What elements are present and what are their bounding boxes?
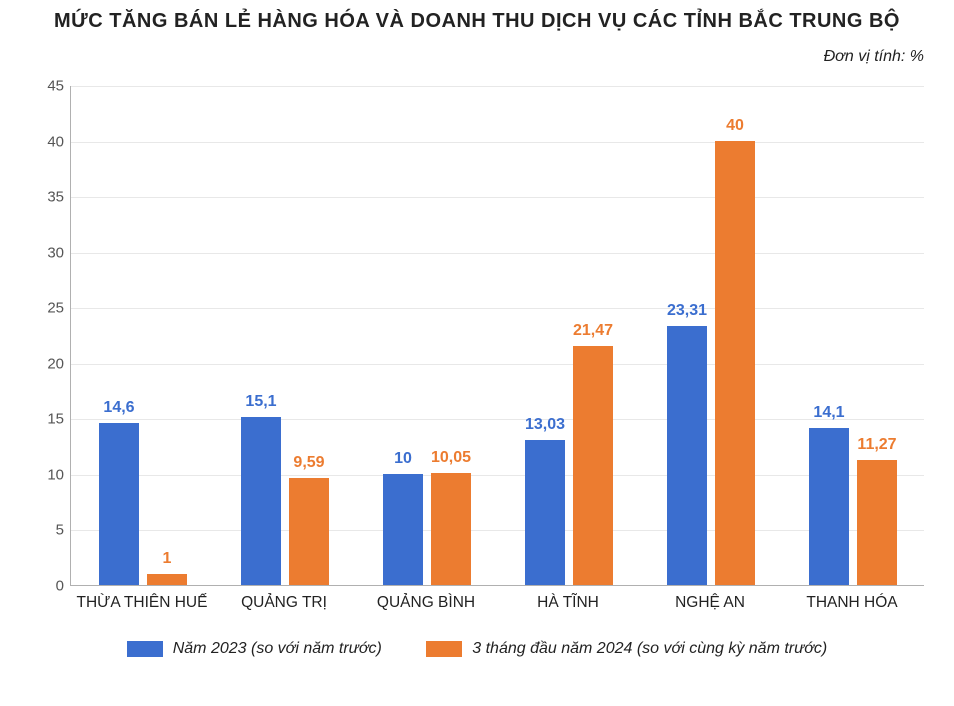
bar — [715, 141, 755, 585]
bar-value-label: 14,1 — [789, 404, 869, 422]
bar — [525, 440, 565, 585]
grid-line — [71, 475, 924, 476]
grid-line — [71, 142, 924, 143]
bar — [573, 346, 613, 585]
ytick-label: 25 — [24, 300, 64, 317]
bar-value-label: 40 — [695, 117, 775, 135]
bar-value-label: 21,47 — [553, 322, 633, 340]
bar — [289, 478, 329, 585]
legend-item-0: Năm 2023 (so với năm trước) — [127, 640, 382, 658]
chart-plot-area: 14,6115,19,591010,0513,0321,4723,314014,… — [70, 86, 924, 586]
bar — [147, 574, 187, 585]
bar-value-label: 15,1 — [221, 393, 301, 411]
bar — [857, 460, 897, 585]
ytick-label: 0 — [24, 578, 64, 595]
legend-swatch-0 — [127, 641, 163, 657]
legend-swatch-1 — [426, 641, 462, 657]
bar-value-label: 1 — [127, 550, 207, 568]
legend-label-0: Năm 2023 (so với năm trước) — [173, 640, 382, 658]
bar — [241, 417, 281, 585]
bar-value-label: 11,27 — [837, 436, 917, 454]
bar-value-label: 14,6 — [79, 399, 159, 417]
xtick-label: QUẢNG BÌNH — [377, 594, 475, 612]
grid-line — [71, 364, 924, 365]
bar-value-label: 10,05 — [411, 449, 491, 467]
legend-item-1: 3 tháng đầu năm 2024 (so với cùng kỳ năm… — [426, 640, 827, 658]
xtick-label: THANH HÓA — [806, 594, 897, 612]
legend-label-1: 3 tháng đầu năm 2024 (so với cùng kỳ năm… — [472, 640, 827, 658]
ytick-label: 40 — [24, 133, 64, 150]
ytick-label: 20 — [24, 355, 64, 372]
legend: Năm 2023 (so với năm trước) 3 tháng đầu … — [0, 640, 954, 662]
xtick-label: QUẢNG TRỊ — [241, 594, 327, 612]
xtick-label: THỪA THIÊN HUẾ — [77, 594, 208, 612]
unit-label: Đơn vị tính: % — [824, 48, 924, 66]
grid-line — [71, 530, 924, 531]
ytick-label: 45 — [24, 78, 64, 95]
xtick-label: NGHỆ AN — [675, 594, 745, 612]
bar — [431, 473, 471, 585]
ytick-label: 5 — [24, 522, 64, 539]
chart-title: MỨC TĂNG BÁN LẺ HÀNG HÓA VÀ DOANH THU DỊ… — [0, 10, 954, 33]
ytick-label: 10 — [24, 466, 64, 483]
ytick-label: 30 — [24, 244, 64, 261]
bar-value-label: 9,59 — [269, 454, 349, 472]
grid-line — [71, 253, 924, 254]
xtick-label: HÀ TĨNH — [537, 594, 599, 612]
bar — [667, 326, 707, 585]
ytick-label: 35 — [24, 189, 64, 206]
grid-line — [71, 86, 924, 87]
ytick-label: 15 — [24, 411, 64, 428]
grid-line — [71, 308, 924, 309]
bar — [383, 474, 423, 585]
grid-line — [71, 197, 924, 198]
